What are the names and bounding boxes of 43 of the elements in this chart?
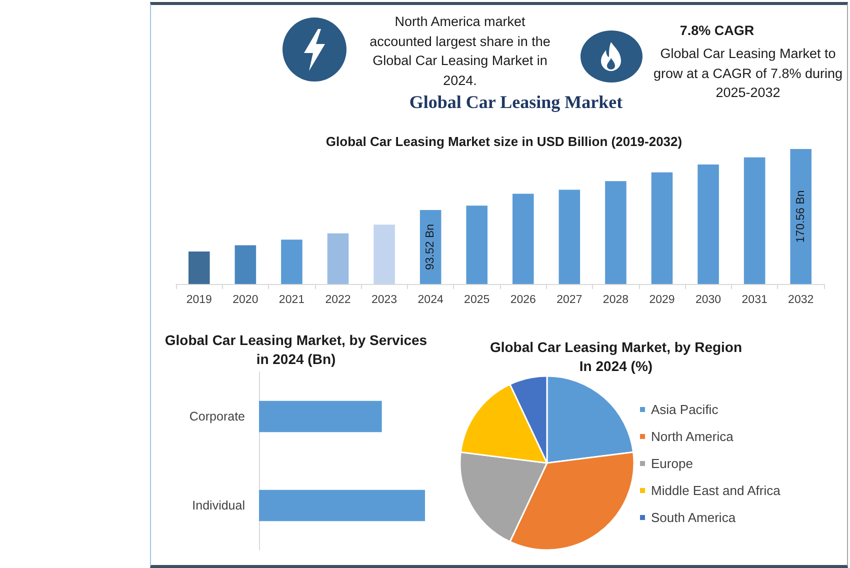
x-tick-label: 2024	[418, 294, 444, 306]
x-tick-label: 2025	[464, 294, 490, 306]
chart-title: Global Car Leasing Market, by Region In 2024 (%)	[488, 338, 744, 376]
chart-title: Global Car Leasing Market size in USD Billion (2019-2032)	[326, 134, 682, 149]
x-tick-label: 2026	[510, 294, 536, 306]
bar	[281, 240, 302, 284]
bar	[466, 206, 488, 284]
bar	[790, 149, 812, 284]
bar	[234, 245, 256, 284]
bar	[698, 164, 719, 284]
x-tick-label: 2030	[695, 294, 722, 306]
y-tick-label: Individual	[192, 498, 245, 512]
chart-title: Global Car Leasing Market, by Services in 2024 (Bn)	[164, 331, 428, 369]
x-tick-label: 2022	[325, 294, 351, 306]
text: North America market accounted largest share in the Global Car Leasing Market in 2024.	[368, 13, 552, 90]
x-tick-label: 2028	[602, 294, 629, 306]
bar	[744, 157, 766, 284]
x-tick-label: 2031	[742, 294, 768, 306]
text: 7.8% CAGR	[678, 22, 756, 40]
x-tick-label: 2032	[788, 294, 814, 306]
y-tick-label: Corporate	[189, 410, 246, 424]
data-label: 93.52 Bn	[424, 224, 437, 270]
data-label: 170.56 Bn	[794, 190, 807, 243]
bar	[327, 233, 349, 284]
x-tick-label: 2029	[649, 294, 675, 306]
legend-label: Middle East and Africa	[651, 483, 782, 498]
bar	[605, 181, 626, 284]
bar	[188, 252, 210, 284]
text: Global Car Leasing Market to grow at a CAGR of 7.8% during 2025-2032	[652, 45, 844, 102]
legend-label: South America	[651, 510, 736, 525]
text: Global Car Leasing Market	[409, 92, 623, 112]
bar	[558, 190, 580, 284]
x-tick-label: 2027	[556, 294, 582, 306]
legend-label: North America	[651, 429, 734, 444]
bar	[512, 194, 534, 284]
x-tick-label: 2019	[186, 294, 212, 306]
bar	[374, 224, 395, 284]
bar	[651, 172, 673, 284]
x-tick-label: 2021	[278, 294, 305, 306]
legend-label: Asia Pacific	[651, 402, 719, 417]
x-tick-label: 2023	[371, 294, 398, 306]
legend-label: Europe	[651, 456, 693, 471]
x-tick-label: 2020	[232, 294, 258, 306]
